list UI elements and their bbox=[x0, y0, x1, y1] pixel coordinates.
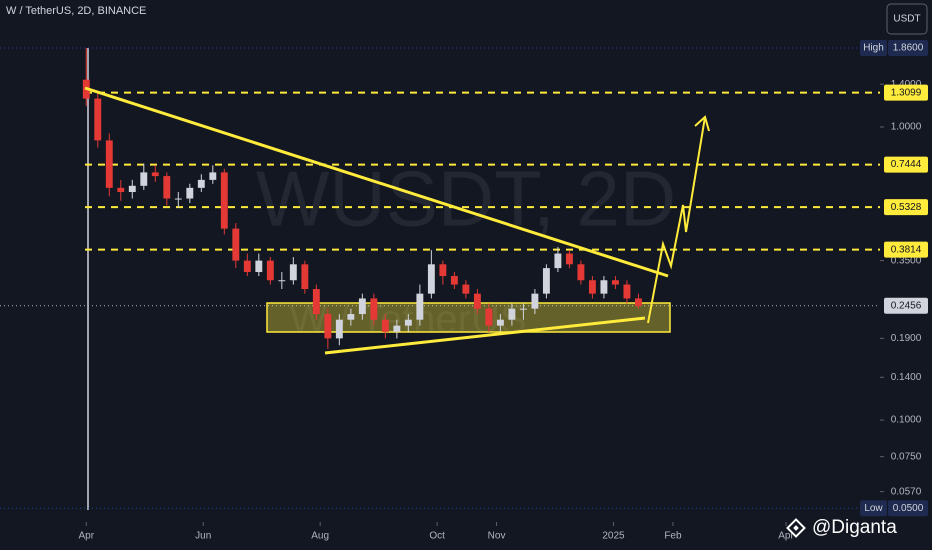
credit: @Diganta bbox=[812, 517, 897, 538]
marker-tag-box bbox=[860, 500, 887, 517]
candle-body bbox=[324, 314, 332, 339]
candle-body bbox=[301, 264, 309, 290]
candle-body bbox=[634, 298, 642, 307]
candle-body bbox=[163, 176, 171, 199]
candle-body bbox=[128, 185, 136, 193]
last-price-label: 0.2456 bbox=[891, 300, 922, 311]
currency-button[interactable] bbox=[886, 3, 928, 35]
axis-layer: 1.4000 1.0000 0.3500 0.1900 0.1400 0.1000 0.07… bbox=[78, 40, 928, 542]
marker-tag-box bbox=[860, 40, 887, 57]
candle-body bbox=[473, 293, 481, 309]
y-tick-label: 0.1000 bbox=[891, 415, 922, 426]
marker-value: 0.0500 bbox=[893, 503, 924, 514]
candle-body bbox=[485, 308, 493, 326]
marker-value-box bbox=[888, 500, 928, 517]
candle-body bbox=[220, 172, 228, 229]
candle-body bbox=[140, 172, 148, 186]
support-trendline bbox=[324, 316, 646, 355]
candle-body bbox=[519, 308, 527, 310]
projection-arrow bbox=[647, 116, 706, 324]
candle-body bbox=[381, 319, 389, 332]
watermark-main: WUSDT, 2D bbox=[256, 155, 676, 243]
candle-body bbox=[577, 264, 585, 281]
candle-body bbox=[439, 264, 447, 277]
candle-body bbox=[416, 293, 424, 320]
y-tick-label: 0.1400 bbox=[891, 372, 922, 383]
candle-body bbox=[209, 172, 217, 180]
marker-value-box bbox=[888, 40, 928, 57]
candle-body bbox=[312, 289, 320, 315]
level-label-box bbox=[884, 84, 928, 101]
candle-body bbox=[450, 276, 458, 285]
candle-layer bbox=[82, 48, 642, 349]
candle-body bbox=[496, 319, 504, 326]
marker-tag: High bbox=[863, 43, 884, 54]
level-label-box bbox=[884, 241, 928, 258]
time-axis bbox=[0, 522, 932, 550]
candle-body bbox=[243, 260, 251, 273]
candle-body bbox=[393, 325, 401, 332]
x-tick-label: 2025 bbox=[602, 531, 625, 542]
candle-body bbox=[623, 284, 631, 299]
x-tick-label: Feb bbox=[664, 531, 682, 542]
candle-body bbox=[232, 228, 240, 261]
candle-body bbox=[427, 264, 435, 294]
candle-body bbox=[565, 253, 573, 265]
candle-body bbox=[588, 280, 596, 294]
support-zone bbox=[266, 302, 671, 333]
candle-body bbox=[554, 253, 562, 269]
candle-body bbox=[117, 187, 125, 193]
candle-body bbox=[370, 298, 378, 320]
candle-body bbox=[289, 264, 297, 281]
y-tick-label: 1.4000 bbox=[891, 79, 922, 90]
level-label: 1.3099 bbox=[891, 87, 922, 98]
y-tick-label: 0.0750 bbox=[891, 451, 922, 462]
candle-body bbox=[186, 187, 194, 199]
candle-body bbox=[508, 308, 516, 320]
candle-body bbox=[358, 298, 366, 315]
candle-body bbox=[542, 268, 550, 294]
level-label: 0.3814 bbox=[891, 244, 922, 255]
x-tick-label: Nov bbox=[488, 531, 506, 542]
currency-button-label[interactable]: USDT bbox=[893, 14, 920, 25]
x-tick-label: Apr bbox=[78, 531, 94, 542]
y-tick-label: 1.0000 bbox=[891, 122, 922, 133]
level-label-box bbox=[884, 156, 928, 173]
candle-body bbox=[278, 280, 286, 282]
x-tick-label: Aug bbox=[311, 531, 329, 542]
candle-body bbox=[255, 260, 263, 273]
marker-value: 1.8600 bbox=[893, 43, 924, 54]
candle-body bbox=[600, 280, 608, 294]
level-label-box bbox=[884, 199, 928, 216]
candle-body bbox=[105, 140, 113, 188]
marker-tag: Low bbox=[864, 503, 883, 514]
candle-body bbox=[94, 98, 102, 141]
x-tick-label: Jun bbox=[195, 531, 211, 542]
grid-layer bbox=[0, 47, 880, 509]
candle-body bbox=[197, 179, 205, 188]
candle-body bbox=[611, 280, 619, 285]
candle-body bbox=[347, 314, 355, 320]
candle-body bbox=[174, 198, 182, 200]
candle-body bbox=[462, 284, 470, 294]
credit-logo bbox=[786, 518, 806, 538]
candle-body bbox=[531, 293, 539, 309]
y-tick-label: 0.1900 bbox=[891, 333, 922, 344]
candle-body bbox=[404, 319, 412, 326]
x-tick-label: Oct bbox=[429, 531, 445, 542]
level-label: 0.5328 bbox=[891, 202, 922, 213]
resistance-trendline bbox=[84, 86, 669, 278]
x-tick-label: Apr bbox=[778, 531, 794, 542]
level-label: 0.7444 bbox=[891, 159, 922, 170]
candle-body bbox=[151, 172, 159, 177]
candle-body bbox=[266, 260, 274, 281]
candle-body bbox=[335, 319, 343, 339]
last-price-box bbox=[884, 297, 928, 314]
symbol-title: W / TetherUS, 2D, BINANCE bbox=[6, 5, 146, 17]
y-tick-label: 0.0570 bbox=[891, 486, 922, 497]
y-tick-label: 0.3500 bbox=[891, 255, 922, 266]
arrow-head bbox=[694, 115, 710, 132]
